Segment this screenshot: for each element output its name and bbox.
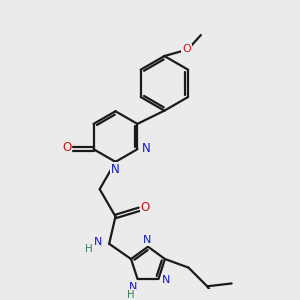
Text: O: O (182, 44, 191, 54)
Text: O: O (141, 201, 150, 214)
Text: N: N (162, 275, 171, 285)
Text: H: H (85, 244, 92, 254)
Text: H: H (128, 290, 135, 300)
Text: N: N (94, 237, 102, 248)
Text: O: O (62, 141, 71, 154)
Text: N: N (111, 164, 120, 176)
Text: N: N (129, 282, 137, 292)
Text: N: N (142, 236, 151, 245)
Text: N: N (142, 142, 151, 154)
